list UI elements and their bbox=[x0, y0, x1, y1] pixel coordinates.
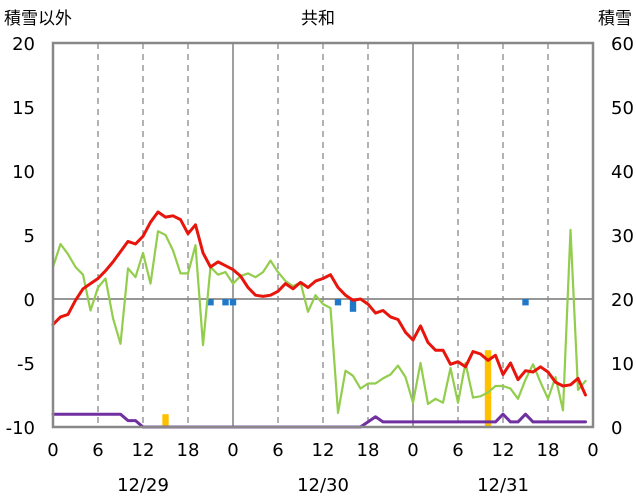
blue-bar bbox=[522, 299, 529, 306]
blue-bar bbox=[349, 299, 357, 312]
right-tick-label: 60 bbox=[611, 34, 634, 55]
bar-layer bbox=[162, 299, 529, 427]
chart-title: 共和 bbox=[301, 9, 335, 29]
blue-bar bbox=[229, 299, 237, 306]
x-tick-label: 0 bbox=[587, 440, 598, 461]
x-tick-label: 12 bbox=[132, 440, 155, 461]
plot-frame bbox=[51, 41, 595, 429]
series-line-0 bbox=[51, 210, 587, 397]
left-axis-label: 積雪以外 bbox=[4, 9, 72, 29]
blue-bar bbox=[334, 299, 342, 306]
series-line-1 bbox=[51, 228, 587, 414]
snow-bar bbox=[484, 350, 492, 427]
date-label: 12/31 bbox=[477, 475, 529, 496]
left-tick-label: -10 bbox=[6, 418, 35, 439]
snow-bar bbox=[162, 414, 169, 427]
right-tick-label: 30 bbox=[611, 226, 634, 247]
x-tick-label: 0 bbox=[227, 440, 238, 461]
right-tick-label: 40 bbox=[611, 162, 634, 183]
x-tick-label: 0 bbox=[47, 440, 58, 461]
x-tick-label: 0 bbox=[407, 440, 418, 461]
left-tick-label: -5 bbox=[17, 354, 35, 375]
x-tick-label: 12 bbox=[312, 440, 335, 461]
left-tick-label: 10 bbox=[12, 162, 35, 183]
left-tick-label: 20 bbox=[12, 34, 35, 55]
x-tick-label: 6 bbox=[92, 440, 103, 461]
right-tick-label: 0 bbox=[611, 418, 622, 439]
series-line-2 bbox=[51, 412, 587, 429]
x-tick-label: 6 bbox=[272, 440, 283, 461]
blue-bar bbox=[207, 299, 214, 306]
series-layer bbox=[51, 210, 587, 429]
x-tick-label: 18 bbox=[357, 440, 380, 461]
date-label: 12/30 bbox=[297, 475, 349, 496]
x-tick-label: 6 bbox=[452, 440, 463, 461]
right-tick-label: 10 bbox=[611, 354, 634, 375]
date-label: 12/29 bbox=[117, 475, 169, 496]
left-tick-label: 15 bbox=[12, 98, 35, 119]
x-tick-label: 18 bbox=[537, 440, 560, 461]
x-tick-label: 18 bbox=[177, 440, 200, 461]
right-tick-label: 20 bbox=[611, 290, 634, 311]
left-tick-label: 5 bbox=[24, 226, 35, 247]
right-axis-label: 積雪 bbox=[598, 9, 632, 29]
blue-bar bbox=[222, 299, 229, 306]
right-tick-label: 50 bbox=[611, 98, 634, 119]
left-tick-label: 0 bbox=[24, 290, 35, 311]
grid bbox=[53, 43, 593, 427]
x-tick-label: 12 bbox=[492, 440, 515, 461]
